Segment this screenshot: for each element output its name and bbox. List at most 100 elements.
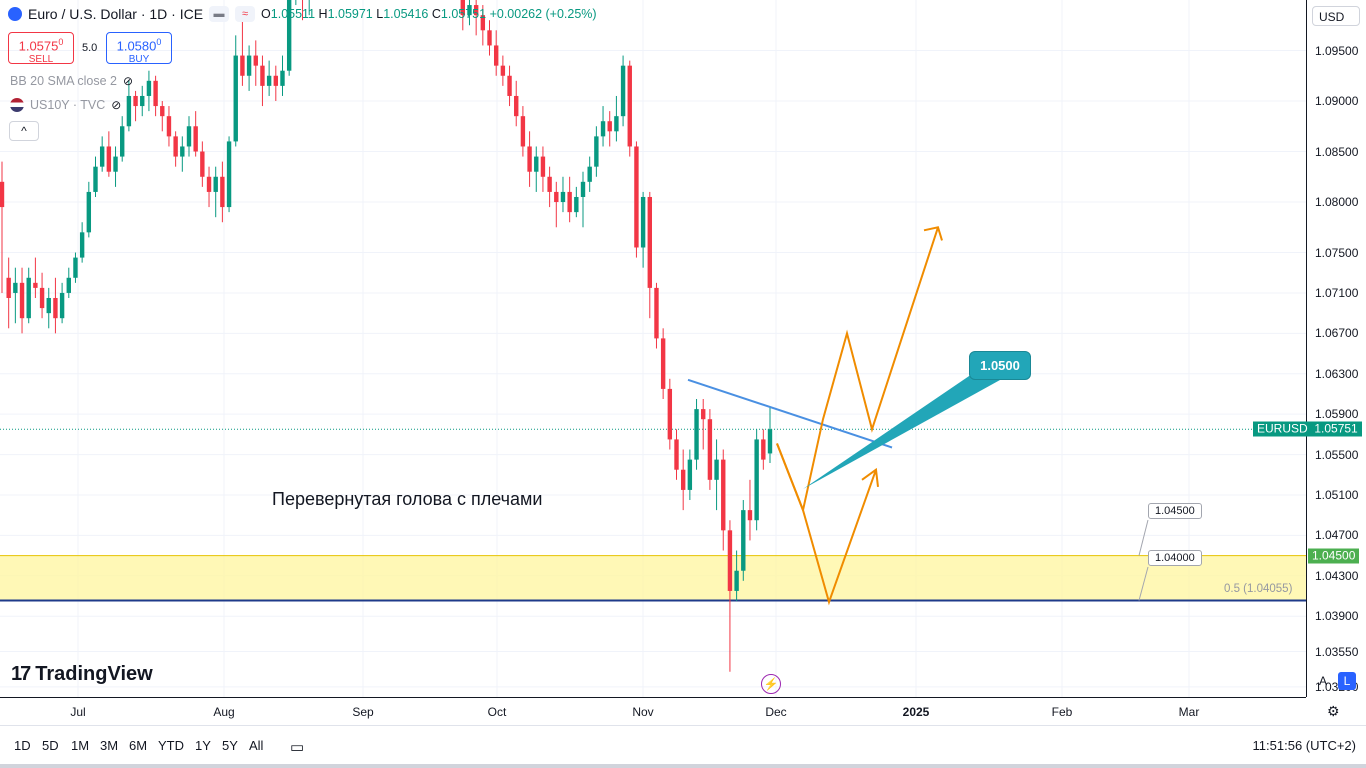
neckline-trendline[interactable] (687, 378, 893, 449)
candle (53, 277, 58, 334)
candle (473, 0, 479, 36)
range-5d[interactable]: 5D (42, 738, 59, 753)
price-tick: 1.05500 (1315, 447, 1359, 462)
candle (694, 399, 699, 470)
candle (146, 70, 152, 112)
date-range-icon[interactable]: ▭ (290, 739, 305, 756)
candle-body (273, 75, 279, 86)
candle-body (160, 106, 165, 117)
candle (540, 146, 546, 192)
buy-button[interactable]: 1.05800 BUY (106, 32, 172, 65)
range-6m[interactable]: 6M (129, 738, 148, 753)
candle-body (594, 136, 599, 167)
projection-arrowhead-right (923, 226, 943, 241)
candle-body (761, 439, 766, 460)
clock[interactable]: 11:51:56 (UTC+2) (1252, 738, 1356, 753)
chart-plot-area[interactable]: Euro / U.S. Dollar · 1D · ICE ▬ ≈ O1.055… (0, 0, 1306, 697)
time-tick: Oct (487, 705, 507, 719)
tradingview-logo-icon: 17 (11, 663, 31, 685)
symbol-title[interactable]: Euro / U.S. Dollar · 1D · ICE (28, 6, 204, 22)
event-bolt-icon[interactable]: ⚡ (761, 674, 781, 694)
candle (741, 500, 746, 581)
projection-path[interactable] (776, 226, 939, 514)
price-chip-lower[interactable]: 1.04000 (1148, 550, 1202, 566)
candle (714, 439, 719, 511)
eye-off-icon[interactable]: ⊘ (123, 74, 134, 88)
candle-body (173, 136, 178, 157)
candle (213, 166, 218, 218)
auto-scale-button[interactable]: A (1318, 674, 1327, 688)
zone-price-tag[interactable]: 1.04500 (1308, 548, 1360, 564)
log-scale-button[interactable]: L (1338, 672, 1356, 690)
candle-body (246, 55, 252, 76)
range-1y[interactable]: 1Y (195, 738, 211, 753)
candle-body (527, 146, 532, 172)
candle (761, 429, 766, 470)
price-tick: 1.03550 (1315, 644, 1359, 659)
footer-strip (0, 764, 1366, 768)
candle (160, 101, 165, 132)
candle (460, 0, 465, 31)
candle (113, 146, 118, 187)
price-chip-upper[interactable]: 1.04500 (1148, 503, 1202, 519)
support-zone[interactable] (0, 555, 1306, 602)
current-price-tag[interactable]: EURUSD 1.05751 (1253, 421, 1362, 437)
fibonacci-label: 0.5 (1.04055) (1224, 582, 1293, 595)
candle (754, 429, 759, 531)
candlestick-chart[interactable] (0, 0, 1306, 697)
candle (667, 378, 673, 450)
candle (200, 141, 205, 187)
range-1m[interactable]: 1M (71, 738, 90, 753)
indicator-bb[interactable]: BB 20 SMA close 2 ⊘ (10, 74, 134, 88)
candle-body (220, 176, 225, 208)
flag-icon (10, 98, 24, 112)
candle-body (26, 277, 31, 319)
candle-body (554, 191, 559, 203)
candle-body (620, 65, 626, 117)
candle (687, 449, 693, 501)
candle (173, 131, 178, 167)
candle (26, 267, 31, 324)
candle (487, 20, 492, 56)
candle (0, 161, 5, 293)
settings-gear-icon[interactable]: ⚙ (1327, 703, 1340, 719)
range-3m[interactable]: 3M (100, 738, 119, 753)
current-price-value: 1.05751 (1314, 421, 1358, 436)
candle (260, 55, 265, 107)
candle (587, 156, 592, 192)
candle (295, 0, 297, 6)
candle (607, 111, 612, 147)
target-callout[interactable]: 1.0500 (969, 351, 1031, 380)
candle-body (46, 297, 51, 314)
price-axis[interactable]: 1.09500 1.09000 1.08500 1.08000 1.07500 1.071… (1306, 0, 1366, 697)
candle-body (600, 121, 606, 137)
candle (567, 176, 572, 223)
candle-body (574, 196, 579, 213)
candle-body (707, 419, 713, 480)
candle (246, 45, 252, 91)
candle (302, 0, 304, 21)
range-all[interactable]: All (249, 738, 264, 753)
wave-icon[interactable]: ≈ (235, 6, 256, 22)
range-1d[interactable]: 1D (14, 738, 31, 753)
candle (240, 20, 245, 86)
collapse-legend-button[interactable]: ^ (9, 121, 39, 141)
candle (79, 222, 85, 263)
candle (133, 90, 138, 122)
candle (286, 0, 292, 76)
candle (467, 0, 472, 26)
time-axis[interactable]: ⚙ Jul Aug Sep Oct Nov Dec 2025 Feb Mar (0, 697, 1340, 726)
candle-body (734, 570, 739, 591)
range-ytd[interactable]: YTD (158, 738, 184, 753)
indicator-us10y[interactable]: US10Y · TVC ⊘ (10, 98, 121, 112)
eye-off-icon[interactable]: ⊘ (111, 98, 122, 112)
sell-button[interactable]: 1.05750 SELL (8, 32, 74, 65)
candle (767, 406, 773, 464)
hide-icon[interactable]: ▬ (209, 6, 230, 22)
candle (193, 111, 198, 157)
range-5y[interactable]: 5Y (222, 738, 238, 753)
currency-button[interactable]: USD (1312, 6, 1360, 26)
pattern-annotation[interactable]: Перевернутая голова с плечами (272, 489, 543, 509)
candle-body (213, 176, 218, 192)
candle-body (754, 439, 759, 521)
